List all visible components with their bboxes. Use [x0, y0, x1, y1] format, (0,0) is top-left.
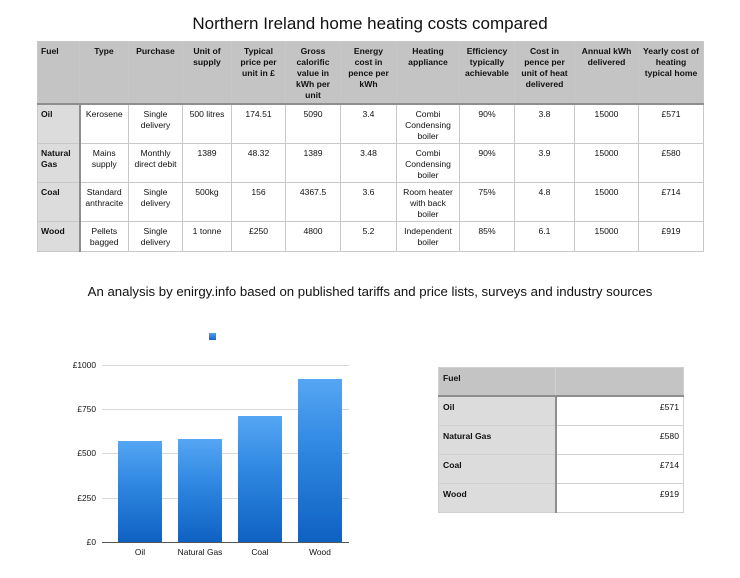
- bar-oil: [118, 441, 162, 542]
- y-tick-label: £250: [77, 493, 96, 503]
- cell-cost-heat: 4.8: [514, 181, 575, 222]
- cell-value: £571: [555, 395, 684, 426]
- table-header-row: Fuel: [438, 367, 684, 397]
- cell-energy-cost: 3.4: [340, 103, 397, 144]
- table-row: Natural Gas £580: [438, 425, 684, 455]
- y-tick-label: £0: [86, 537, 96, 547]
- cell-yearly-cost: £714: [638, 181, 704, 222]
- header-cost-per-unit-heat: Cost in pence per unit of heat delivered: [514, 41, 575, 105]
- cell-appliance: Room heater with back boiler: [396, 181, 460, 222]
- cell-purchase: Monthly direct debit: [128, 142, 183, 183]
- cell-yearly-cost: £919: [638, 220, 704, 252]
- header-value: [555, 367, 684, 397]
- cell-calorific: 1389: [285, 142, 341, 183]
- cell-fuel: Wood: [37, 220, 81, 252]
- cell-annual-kwh: 15000: [574, 142, 639, 183]
- x-axis-line: [102, 542, 349, 543]
- table-header-row: Fuel Type Purchase Unit of supply Typica…: [37, 41, 704, 105]
- cell-unit: 500kg: [182, 181, 232, 222]
- gridline: [102, 365, 349, 366]
- x-tick-label: Wood: [309, 547, 331, 557]
- cell-fuel: Coal: [438, 454, 557, 484]
- header-typical-price: Typical price per unit in £: [231, 41, 286, 105]
- table-row: Wood £919: [438, 483, 684, 513]
- header-yearly-cost: Yearly cost of heating typical home: [638, 41, 704, 105]
- header-purchase: Purchase: [128, 41, 183, 105]
- cell-price: £250: [231, 220, 286, 252]
- cell-appliance: Combi Condensing boiler: [396, 103, 460, 144]
- bar-natural-gas: [178, 439, 222, 542]
- heating-costs-table: Fuel Type Purchase Unit of supply Typica…: [37, 41, 704, 252]
- cell-cost-heat: 3.9: [514, 142, 575, 183]
- cell-appliance: Independent boiler: [396, 220, 460, 252]
- cell-purchase: Single delivery: [128, 103, 183, 144]
- cell-type: Standard anthracite: [79, 181, 129, 222]
- header-unit-of-supply: Unit of supply: [182, 41, 232, 105]
- table-row: Coal £714: [438, 454, 684, 484]
- cell-purchase: Single delivery: [128, 220, 183, 252]
- table-row: Oil £571: [438, 395, 684, 426]
- cell-efficiency: 75%: [459, 181, 515, 222]
- cell-calorific: 4367.5: [285, 181, 341, 222]
- header-annual-kwh: Annual kWh delivered: [574, 41, 639, 105]
- cell-cost-heat: 3.8: [514, 103, 575, 144]
- cell-unit: 500 litres: [182, 103, 232, 144]
- cell-type: Pellets bagged: [79, 220, 129, 252]
- table-row: Wood Pellets bagged Single delivery 1 to…: [37, 220, 704, 252]
- cell-value: £580: [555, 425, 684, 455]
- cell-cost-heat: 6.1: [514, 220, 575, 252]
- header-energy-cost: Energy cost in pence per kWh: [340, 41, 397, 105]
- cell-yearly-cost: £571: [638, 103, 704, 144]
- cell-annual-kwh: 15000: [574, 220, 639, 252]
- cell-efficiency: 90%: [459, 142, 515, 183]
- table-row: Oil Kerosene Single delivery 500 litres …: [37, 103, 704, 144]
- yearly-cost-summary-table: Fuel Oil £571 Natural Gas £580 Coal £714…: [438, 367, 684, 513]
- legend-swatch-icon: [209, 333, 216, 340]
- cell-fuel: Oil: [37, 103, 81, 144]
- cell-fuel: Oil: [438, 395, 557, 426]
- bar-wood: [298, 379, 342, 542]
- x-tick-label: Coal: [251, 547, 269, 557]
- cell-calorific: 4800: [285, 220, 341, 252]
- page-title: Northern Ireland home heating costs comp…: [192, 14, 548, 33]
- gridline: [102, 498, 349, 499]
- x-tick-label: Oil: [134, 547, 146, 557]
- cell-calorific: 5090: [285, 103, 341, 144]
- gridline: [102, 409, 349, 410]
- cell-value: £919: [555, 483, 684, 513]
- analysis-subtitle: An analysis by enirgy.info based on publ…: [87, 284, 653, 299]
- header-type: Type: [79, 41, 129, 105]
- header-calorific-value: Gross calorific value in kWh per unit: [285, 41, 341, 105]
- gridline: [102, 453, 349, 454]
- header-heating-appliance: Heating appliance: [396, 41, 460, 105]
- header-fuel: Fuel: [438, 367, 556, 397]
- cell-fuel: Natural Gas: [37, 142, 81, 183]
- y-tick-label: £500: [77, 448, 96, 458]
- cell-fuel: Wood: [438, 483, 557, 513]
- cell-value: £714: [555, 454, 684, 484]
- cell-unit: 1 tonne: [182, 220, 232, 252]
- cell-unit: 1389: [182, 142, 232, 183]
- bar-coal: [238, 416, 282, 542]
- y-tick-label: £1000: [72, 360, 96, 370]
- cell-energy-cost: 3.48: [340, 142, 397, 183]
- x-tick-label: Natural Gas: [177, 547, 223, 557]
- cell-fuel: Natural Gas: [438, 425, 557, 455]
- y-tick-label: £750: [77, 404, 96, 414]
